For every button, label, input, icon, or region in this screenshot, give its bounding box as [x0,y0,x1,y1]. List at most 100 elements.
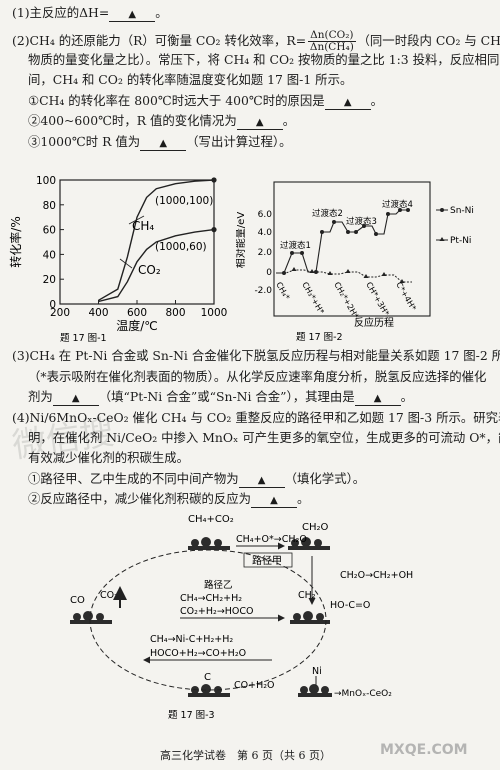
co2-curve-label: CO₂ [138,263,161,277]
y-tick-label: 100 [36,175,56,187]
answer-blank-q4-2[interactable]: ▲ [251,495,298,508]
hoco-species-label: HO-C=O [330,600,370,611]
legend-pt-ni: Pt-Ni [450,236,471,246]
r-fraction: Δn(CO₂) Δn(CH₄) [308,29,356,53]
fig2-x-axis-label: 反应历程 [354,316,394,329]
fig3-caption: 题 17 图-3 [168,710,215,721]
q2-sub1: ①CH₄ 的转化率在 800℃时远大于 400℃时的原因是 ▲。 [28,93,383,110]
co2-species-label: CO₂ [100,590,118,601]
right-reaction: CH₂O→CH₂+OH [340,570,413,581]
y-tick-label: 80 [43,200,56,212]
r-fraction-denominator: Δn(CH₄) [309,41,354,53]
q4-line1: (4)Ni/6MnOₓ-CeO₂ 催化 CH₄ 与 CO₂ 重整反应的路径甲和乙… [12,410,500,425]
answer-blank-q2-1[interactable]: ▲ [324,97,371,110]
x-tick-label: 1000 [201,307,228,319]
transition-state-2-label: 过渡态2 [312,208,343,219]
legend-sn-ni-marker [440,208,444,212]
x-tick-label: 600 [127,307,147,319]
q3-text-a: 剂为 [28,389,53,404]
legend-sn-ni: Sn-Ni [450,206,474,216]
fig2-ytick: 2.0 [258,248,273,258]
center-reaction-1: CH₄→Ni-C+H₂+H₂ [150,634,233,645]
catalyst-surfaces [70,537,332,697]
path-jia-label: 路径甲 [252,554,282,567]
transition-state-4-label: 过渡态4 [382,199,413,210]
q4-sub2-text: ②反应路径中，减少催化剂积碳的反应为 [28,491,252,506]
fig2-y-axis-label: 相对能量/eV [236,212,247,269]
q2-text-a: (2)CH₄ 的还原能力（R）可衡量 CO₂ 转化效率，R= [12,33,307,48]
q2-sub3: ③1000℃时 R 值为 ▲ （写出计算过程）。 [28,134,292,151]
q4-sub1-text-a: ①路径甲、乙中生成的不同中间产物为 [28,471,239,486]
species-label: CH₂*+2H* [332,281,360,321]
answer-blank-q3-reason[interactable]: ▲ [354,393,401,406]
species-label: CH₃*+H* [300,281,326,316]
pt-ni-markers [291,267,405,283]
ch4-point-label: (1000,100) [155,195,213,207]
q3-line2: （*表示吸附在催化剂表面的物质）。从化学反应速率角度分析，脱氢反应选择的催化 [28,369,487,384]
q2-line2: 物质的量变化量之比）。常压下，将 CH₄ 和 CO₂ 按物质的量之比 1:3 投… [28,52,500,67]
fig2-ytick: 6.0 [258,210,273,220]
bottom-products-label: CO+H₂O [234,680,275,691]
co2-arrow [119,258,133,269]
q4-sub1-text-b: （填化学式）。 [284,471,366,486]
q1-period: 。 [155,5,168,20]
path-yi-reaction-1: CH₄→CH₂+H₂ [180,593,242,604]
sn-ni-energy-path [276,209,408,274]
q3-text-b: （填“Pt-Ni 合金”或“Sn-Ni 合金”），其理由是 [98,389,355,404]
fig2-ytick: -2.0 [254,286,272,296]
x-tick-label: 400 [88,307,108,319]
q3-period: 。 [400,389,414,404]
fig2-ytick: 0 [266,268,272,278]
figure-17-3-pathway-diagram: CH₄+CO₂ CH₄+O*→CH₂O CH₂O 路径甲 路径乙 CH₄→CH₂… [70,514,413,721]
fig1-y-axis-label: 转化率/% [8,216,23,267]
q4-line2: 明，在催化剂 Ni/CeO₂ 中掺入 MnOₓ 可产生更多的氧空位，生成更多的可… [28,430,500,445]
ni-legend-label: Ni [312,666,322,677]
ch2-species-label: CH₂ [298,590,316,601]
pt-ni-energy-path [276,269,412,283]
y-tick-label: 0 [49,299,56,311]
q2-sub2-text: ②400~600℃时，R 值的变化情况为 [28,113,237,128]
species-label: CH*+3H* [364,281,391,318]
q4-sub2-period: 。 [297,491,310,506]
q3-line1: (3)CH₄ 在 Pt-Ni 合金或 Sn-Ni 合金催化下脱氢反应历程与相对能… [12,348,500,363]
ch4-conversion-curve [98,179,215,301]
top-reactant-label: CH₄+CO₂ [188,514,234,525]
answer-blank-q4-1[interactable]: ▲ [238,475,285,488]
y-tick-label: 60 [43,225,56,237]
co2-conversion-curve [98,228,215,303]
x-tick-label: 800 [165,307,185,319]
figure-17-2-energy-diagram: 相对能量/eV 6.0 4.0 2.0 0 -2.0 过渡态1 过渡态2 过渡态… [236,181,474,342]
center-reaction-2: HOCO+H₂→CO+H₂O [150,648,246,659]
carbon-deposit-label: C [204,672,211,683]
ch4-endpoint [211,177,217,183]
q2-sub1-text: ①CH₄ 的转化率在 800℃时远大于 400℃时的原因是 [28,93,325,108]
q1-line: (1)主反应的ΔH= ▲。 [12,5,168,22]
transition-state-1-label: 过渡态1 [280,240,311,251]
y-tick-label: 20 [43,274,56,286]
answer-blank-q3-catalyst[interactable]: ▲ [52,393,99,406]
page-footer: 高三化学试卷 第 6 页（共 6 页） [160,749,331,762]
corner-watermark: MXQE.COM [380,742,468,758]
co2-point-label: (1000,60) [155,241,207,253]
path-yi-label: 路径乙 [204,579,233,591]
path-yi-reaction-2: CO₂+H₂→HOCO [180,606,254,617]
answer-blank-q1[interactable]: ▲ [109,9,156,22]
transition-state-3-label: 过渡态3 [346,216,377,227]
fig2-caption: 题 17 图-2 [296,332,343,342]
legend-pt-ni-marker [439,237,445,241]
fig1-x-axis-label: 温度/℃ [116,318,158,333]
q4-line3: 有效减少催化剂的积碳生成。 [28,450,190,465]
q1-text: (1)主反应的ΔH= [12,5,110,20]
q2-line3: 间，CH₄ 和 CO₂ 的转化率随温度变化如题 17 图-1 所示。 [28,72,353,87]
answer-blank-q2-2[interactable]: ▲ [236,117,283,130]
r-fraction-numerator: Δn(CO₂) [308,29,356,42]
fig1-caption: 题 17 图-1 [60,333,107,342]
fig2-ytick: 4.0 [258,228,273,238]
q2-sub2-period: 。 [282,113,296,128]
answer-blank-q2-3[interactable]: ▲ [140,138,187,151]
q2-text-b: （同一时段内 CO₂ 与 CH₄ 的 [357,33,500,48]
y-tick-label: 40 [43,249,56,261]
q2-sub1-period: 。 [370,93,384,108]
co2-endpoint [211,227,217,233]
